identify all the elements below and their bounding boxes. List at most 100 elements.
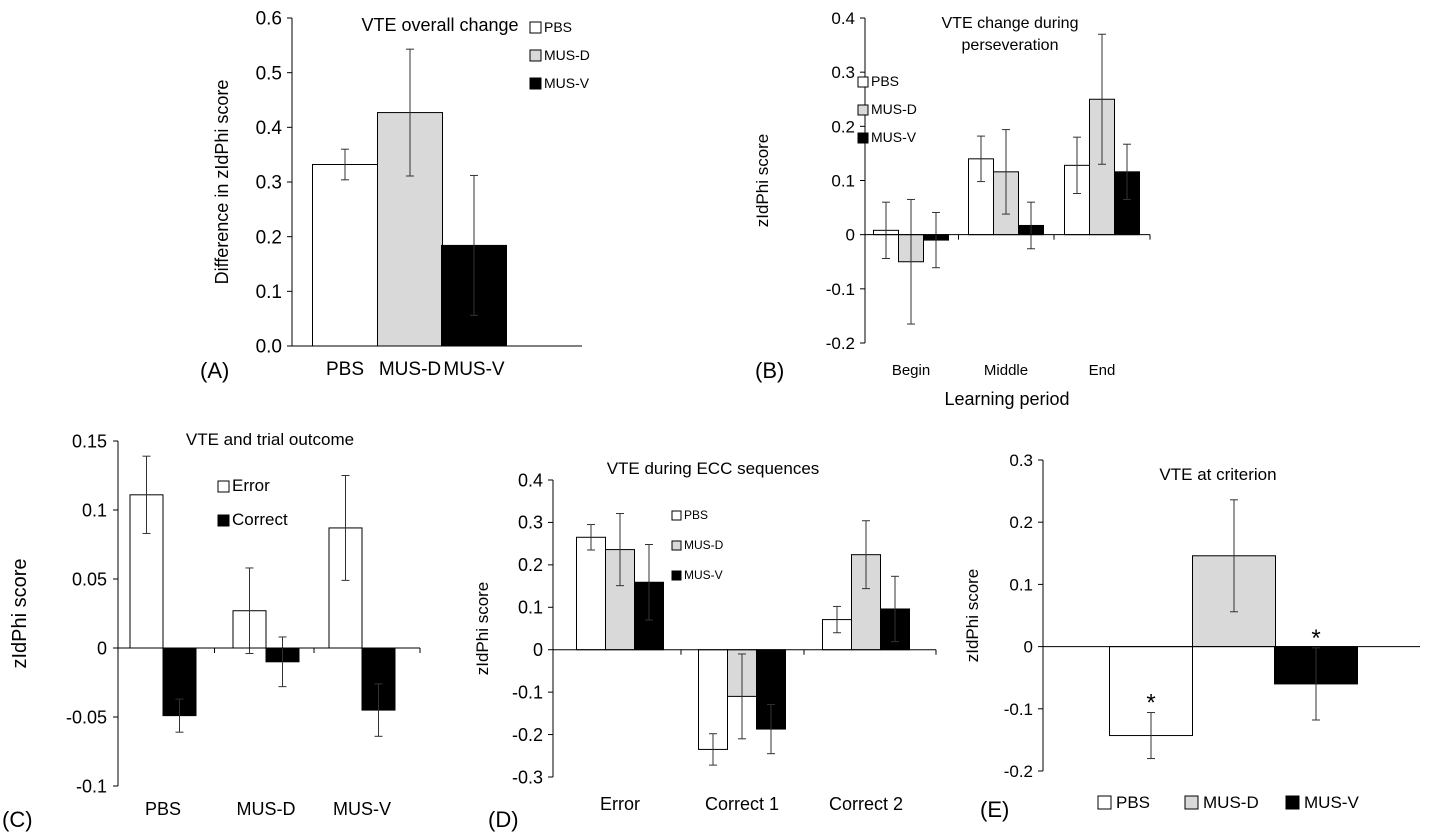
error-bar — [932, 211, 940, 269]
legend-swatch-mus-d — [857, 104, 869, 116]
y-tick-label: 0.1 — [518, 598, 543, 618]
error-bar — [1027, 201, 1035, 250]
error-bar — [245, 567, 254, 655]
error-bar — [1098, 33, 1106, 165]
error-bar — [616, 513, 624, 587]
legend-label: MUS-D — [544, 47, 590, 63]
y-tick-label: 0 — [1024, 638, 1033, 657]
legend: PBS MUS-D MUS-V — [1097, 793, 1359, 812]
legend-swatch-pbs — [1097, 795, 1112, 810]
error-bar — [833, 605, 841, 634]
y-tick-label: -0.2 — [826, 334, 855, 353]
panel-label: (B) — [755, 358, 784, 383]
y-tick-label: 0.3 — [1009, 451, 1033, 470]
panel-label: (A) — [200, 358, 229, 383]
legend-label: Error — [232, 476, 270, 495]
legend-swatch-mus-v — [1285, 795, 1300, 810]
error-bar — [1123, 143, 1131, 200]
significance-star: * — [1311, 625, 1320, 652]
significance-star: * — [1146, 690, 1155, 717]
legend-label: PBS — [544, 19, 572, 35]
y-axis-title: zIdPhi score — [753, 134, 772, 228]
y-tick-label: -0.1 — [826, 280, 855, 299]
x-category-label: PBS — [326, 359, 364, 380]
error-bar — [1073, 136, 1081, 194]
y-axis-title: zIdPhi score — [473, 582, 492, 676]
y-tick-label: 0.1 — [1009, 575, 1033, 594]
chart-panel-d: -0.3 -0.2 -0.1 0 0.1 0.2 0.3 0.4 Error Correct 1 C… — [473, 459, 937, 832]
legend-label: MUS-D — [1203, 793, 1259, 812]
y-tick-label: -0.05 — [66, 707, 107, 727]
legend: Error Correct — [217, 476, 288, 529]
error-bar — [645, 543, 653, 621]
bar-pbs-correct-1 — [698, 649, 728, 750]
legend-swatch-pbs — [857, 76, 869, 88]
legend: PBS MUS-D MUS-V — [529, 19, 590, 91]
bar-pbs-pbs — [312, 164, 378, 347]
y-tick-label: 0.3 — [256, 173, 282, 194]
y-tick-label: 0.2 — [256, 227, 282, 248]
error-bar — [862, 520, 870, 590]
y-tick-label: 0.1 — [82, 500, 107, 520]
y-tick-label: 0.2 — [1009, 513, 1033, 532]
legend-label: Correct — [232, 510, 288, 529]
legend-label: PBS — [1116, 793, 1150, 812]
error-bar — [1002, 129, 1010, 215]
legend-swatch-mus-d — [529, 49, 542, 62]
bar-pbs-error — [576, 536, 606, 651]
panel-label: (E) — [980, 797, 1009, 822]
x-category-label: End — [1089, 362, 1116, 379]
legend-label: MUS-V — [544, 75, 590, 91]
error-bar — [1230, 499, 1238, 613]
legend-swatch-mus-v — [857, 132, 869, 144]
y-tick-label: 0.4 — [831, 9, 855, 28]
y-tick-label: -0.2 — [512, 725, 543, 745]
legend-swatch-mus-d — [1184, 795, 1199, 810]
legend-label: MUS-D — [871, 101, 917, 117]
error-bar — [341, 475, 350, 581]
y-tick-label: 0.3 — [518, 513, 543, 533]
x-category-label: Error — [600, 794, 640, 814]
y-tick-label: -0.1 — [512, 682, 543, 702]
error-bar — [374, 683, 383, 737]
error-bar — [142, 455, 151, 534]
y-axis-title: Difference in zIdPhi score — [212, 80, 232, 285]
legend-swatch-error — [217, 480, 230, 493]
y-tick-label: 0.5 — [256, 63, 282, 84]
y-tick-label: -0.2 — [1004, 762, 1033, 781]
y-axis-title: zIdPhi score — [9, 558, 31, 668]
error-bar — [470, 174, 478, 316]
legend-swatch-mus-d — [671, 540, 682, 551]
x-category-label: MUS-D — [379, 359, 441, 380]
legend-swatch-correct — [217, 514, 230, 527]
legend-label: PBS — [684, 508, 708, 522]
y-tick-label: 0.3 — [831, 63, 855, 82]
significance-star: * — [374, 661, 383, 688]
legend-swatch-pbs — [671, 510, 682, 521]
chart-title: VTE and trial outcome — [186, 430, 354, 449]
y-axis-title: zIdPhi score — [963, 569, 982, 663]
y-tick-label: -0.3 — [512, 767, 543, 787]
legend-label: PBS — [871, 73, 899, 89]
x-category-label: PBS — [145, 799, 181, 819]
legend-swatch-mus-v — [671, 570, 682, 581]
error-bar — [882, 201, 890, 259]
error-bar — [891, 575, 899, 643]
y-tick-label: 0 — [97, 638, 107, 658]
x-category-label: MUS-V — [443, 359, 505, 380]
error-bar — [709, 733, 717, 766]
error-bar — [1312, 647, 1320, 721]
panel-label: (D) — [488, 807, 519, 832]
error-bar — [341, 148, 349, 181]
y-tick-label: 0.05 — [72, 569, 107, 589]
panel-label: (C) — [2, 807, 33, 832]
x-category-label: Begin — [892, 362, 930, 379]
error-bar — [278, 636, 287, 688]
y-tick-label: 0.2 — [831, 117, 855, 136]
chart-title: VTE during ECC sequences — [607, 459, 820, 478]
y-tick-label: 0.6 — [256, 9, 282, 30]
error-bar — [406, 48, 414, 177]
legend-swatch-pbs — [529, 21, 542, 34]
